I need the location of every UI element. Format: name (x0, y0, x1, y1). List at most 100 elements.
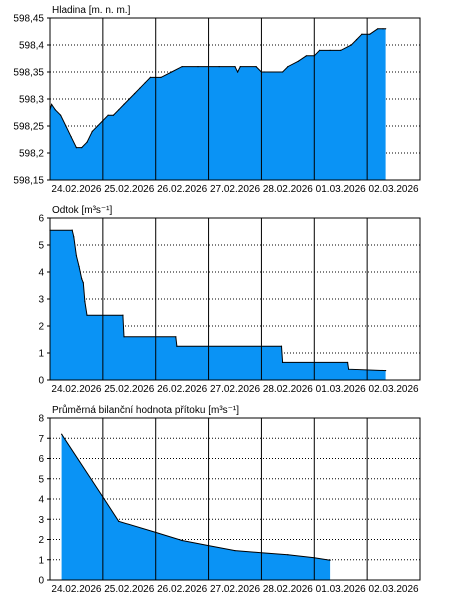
data-point (175, 336, 177, 338)
chart-title: Průměrná bilanční hodnota přítoku [m³s⁻¹… (52, 404, 239, 416)
y-tick-label: 3 (38, 515, 44, 526)
data-point (176, 345, 178, 347)
x-tick-label: 01.03.2026 (316, 584, 366, 595)
chart-title: Odtok [m³s⁻¹] (52, 205, 113, 216)
x-tick-label: 24.02.2026 (51, 584, 101, 595)
y-tick-label: 598,2 (19, 149, 44, 160)
data-point (73, 236, 75, 238)
y-tick-label: 2 (38, 535, 44, 546)
y-tick-label: 1 (38, 555, 44, 566)
chart-2: 6 5 4 3 2 1 0 24.02.2026 25.02.2026 26.02.2026 27.… (38, 205, 421, 395)
data-point (234, 550, 236, 552)
y-tick-label: 598,15 (13, 176, 44, 187)
x-tick-label: 24.02.2026 (51, 184, 101, 195)
data-point (123, 103, 125, 105)
data-point (385, 369, 387, 372)
data-point (81, 278, 83, 280)
y-tick-label: 4 (38, 495, 44, 506)
data-point (86, 141, 88, 143)
data-point (50, 103, 53, 105)
y-tick-label: 598,4 (19, 41, 44, 52)
data-point (263, 71, 265, 73)
data-point (78, 266, 80, 268)
x-tick-label: 25.02.2026 (104, 584, 154, 595)
data-point (118, 109, 120, 111)
data-point (86, 314, 88, 316)
data-point (118, 520, 120, 522)
data-point (382, 28, 384, 30)
x-tick-label: 27.02.2026 (210, 584, 260, 595)
y-tick-label: 6 (38, 454, 44, 465)
series-area (50, 28, 386, 180)
y-tick-label: 5 (38, 474, 44, 485)
data-point (350, 44, 352, 46)
y-tick-label: 5 (38, 241, 44, 252)
data-point (255, 66, 257, 68)
data-point (107, 114, 109, 116)
data-point (91, 130, 93, 132)
y-tick-label: 7 (38, 434, 44, 445)
y-tick-label: 598,35 (13, 68, 44, 79)
data-point (181, 539, 183, 542)
x-tick-label: 01.03.2026 (316, 384, 366, 395)
data-point (385, 28, 387, 30)
data-point (281, 71, 284, 73)
x-tick-label: 24.02.2026 (51, 384, 101, 395)
data-point (305, 55, 307, 57)
data-point (318, 49, 321, 52)
series-line (50, 229, 386, 372)
data-point (237, 71, 239, 73)
y-tick-label: 598,25 (13, 122, 44, 133)
data-point (297, 60, 300, 62)
data-point (329, 559, 331, 561)
y-tick-label: 8 (38, 414, 44, 425)
data-point (128, 98, 130, 100)
x-tick-label: 27.02.2026 (210, 384, 260, 395)
data-point (65, 125, 67, 127)
data-point (139, 87, 141, 89)
x-tick-label: 27.02.2026 (210, 184, 260, 195)
data-point (170, 71, 173, 73)
data-point (71, 229, 73, 231)
y-tick-label: 3 (38, 295, 44, 306)
data-point (81, 147, 83, 149)
x-tick-label: 25.02.2026 (104, 384, 154, 395)
chart-title: Hladina [m. n. m.] (52, 5, 131, 16)
data-point (181, 66, 183, 68)
data-point (287, 66, 289, 68)
x-tick-label: 02.03.2026 (369, 184, 419, 195)
x-tick-label: 28.02.2026 (263, 384, 313, 395)
x-tick-label: 26.02.2026 (157, 584, 207, 595)
y-tick-label: 1 (38, 349, 44, 360)
x-tick-label: 28.02.2026 (263, 584, 313, 595)
data-point (377, 28, 379, 30)
data-point (149, 76, 152, 78)
x-tick-label: 02.03.2026 (369, 384, 419, 395)
data-point (348, 368, 350, 370)
data-point (287, 554, 289, 556)
data-point (346, 361, 349, 364)
data-point (281, 361, 284, 364)
data-point (84, 301, 86, 303)
series-area (61, 434, 331, 580)
data-point (54, 109, 56, 111)
data-point (144, 82, 146, 84)
data-point (133, 93, 136, 95)
data-point (70, 136, 72, 138)
x-tick-label: 01.03.2026 (316, 184, 366, 195)
series-area (50, 230, 386, 380)
y-tick-label: 598,45 (13, 14, 44, 25)
data-point (82, 282, 84, 284)
x-tick-label: 26.02.2026 (157, 384, 207, 395)
y-tick-label: 0 (38, 576, 44, 587)
data-point (59, 114, 62, 116)
y-tick-label: 598,3 (19, 95, 44, 106)
y-tick-label: 6 (38, 214, 44, 225)
data-point (355, 39, 358, 41)
y-tick-label: 2 (38, 322, 44, 333)
data-point (340, 49, 342, 52)
data-point (122, 314, 124, 316)
y-tick-label: 0 (38, 376, 44, 387)
